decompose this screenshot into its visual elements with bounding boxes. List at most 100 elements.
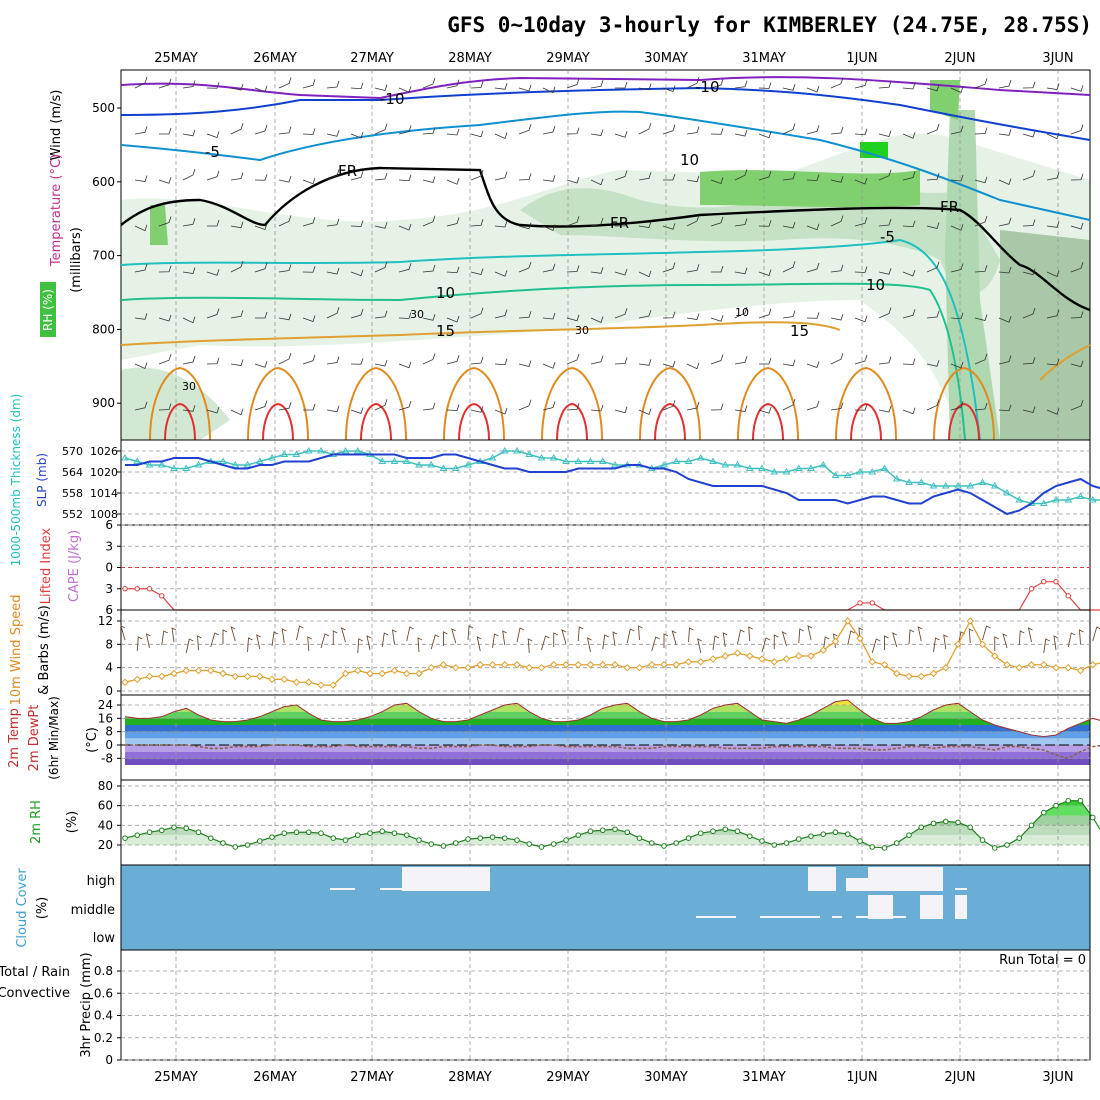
upper-wind-barb — [878, 268, 892, 275]
wind-speed-point — [415, 669, 423, 678]
wind-speed-point — [145, 672, 154, 681]
rh-point — [538, 844, 545, 850]
upper-wind-barb — [998, 217, 1012, 227]
upper-wind-barb — [518, 311, 532, 319]
upper-wind-barb — [638, 172, 652, 181]
upper-wind-barb — [638, 83, 652, 91]
wind-speed-point — [746, 652, 754, 660]
wind-tick: 12 — [98, 614, 113, 628]
upper-wind-barb — [1022, 130, 1036, 138]
upper-wind-barb — [182, 405, 196, 412]
upper-wind-barb — [446, 266, 460, 274]
wind-barb — [196, 635, 202, 651]
upper-wind-barb — [206, 82, 220, 89]
thickness-point — [439, 464, 448, 471]
rh-point — [918, 824, 925, 831]
upper-wind-barb — [614, 406, 628, 414]
upper-wind-barb — [686, 362, 700, 370]
upper-wind-barb — [158, 177, 172, 184]
upper-wind-barb — [974, 353, 988, 365]
wind-tick: 4 — [105, 661, 113, 675]
rh-point — [942, 818, 949, 825]
upper-wind-barb — [950, 125, 964, 135]
wind-speed-point — [1052, 663, 1060, 672]
upper-wind-barb — [830, 353, 844, 365]
isotherm-label: 30 — [410, 308, 424, 321]
rh-point — [403, 832, 410, 838]
upper-wind-barb — [326, 267, 340, 275]
rh-point — [734, 828, 741, 835]
upper-wind-barb — [446, 355, 460, 365]
thickness-point — [721, 461, 730, 468]
upper-wind-barb — [902, 269, 916, 277]
temp-tick: 16 — [98, 711, 113, 725]
wind-barb — [847, 630, 855, 646]
upper-wind-barb — [302, 216, 316, 227]
upper-wind-barb — [350, 308, 364, 319]
upper-wind-barb — [1070, 222, 1084, 230]
wind-barb — [722, 632, 728, 648]
upper-wind-barb — [1022, 81, 1036, 89]
wind-barb — [1043, 638, 1050, 654]
rh-shading-column — [945, 110, 1000, 440]
upper-wind-barb — [422, 127, 436, 135]
upper-wind-barb — [207, 219, 220, 227]
upper-wind-barb — [566, 216, 580, 227]
wind-barb — [320, 633, 330, 649]
upper-wind-barb — [446, 128, 460, 136]
wind-speed-point — [354, 666, 362, 675]
cloud-background — [121, 865, 1090, 950]
upper-wind-barb — [1070, 262, 1084, 273]
millibars-label: (millibars) — [69, 227, 84, 293]
wind-speed-point — [1015, 663, 1023, 672]
thickness-point — [231, 461, 240, 468]
wind-tick: 0 — [105, 684, 113, 698]
wind-speed-point — [280, 675, 288, 684]
li-tick: 0 — [105, 561, 113, 575]
upper-wind-barb — [830, 313, 844, 321]
upper-wind-barb — [1046, 408, 1060, 415]
day-label-bottom: 2JUN — [944, 1070, 975, 1085]
rh-shading-spot — [150, 205, 168, 245]
wind-barb — [502, 630, 507, 646]
day-label-top: 28MAY — [448, 51, 492, 66]
wind-speed-point — [733, 649, 742, 657]
upper-wind-barb — [974, 127, 988, 135]
upper-wind-barb — [711, 265, 724, 273]
day-label-bottom: 26MAY — [253, 1070, 297, 1085]
upper-wind-barb — [974, 402, 988, 411]
wind-speed-point — [917, 672, 925, 681]
upper-wind-barb — [974, 176, 988, 184]
wind-speed-point — [856, 634, 864, 643]
rh-point — [526, 841, 533, 847]
wind-speed-point — [476, 661, 484, 669]
rh-point — [452, 840, 459, 846]
upper-wind-barb — [278, 352, 292, 365]
rh-point — [685, 835, 692, 841]
upper-wind-barb — [1070, 360, 1084, 368]
wind-barb — [982, 625, 991, 641]
day-label-top: 2JUN — [944, 51, 975, 66]
rh-point — [710, 828, 716, 835]
upper-wind-barb — [806, 262, 820, 273]
rh-point — [612, 826, 618, 833]
upper-wind-barb — [398, 312, 412, 319]
thickness-point — [929, 482, 938, 489]
upper-wind-barb — [278, 175, 292, 183]
upper-wind-barb — [758, 407, 772, 414]
upper-wind-barb — [398, 125, 412, 135]
upper-wind-barb — [422, 314, 436, 321]
rh-point — [354, 832, 361, 838]
thickness-point — [905, 478, 913, 485]
upper-wind-barb — [206, 406, 220, 414]
rh-point — [1040, 809, 1047, 816]
wind-barb — [994, 636, 999, 651]
li-tick: 6 — [105, 518, 113, 532]
rh-point — [869, 844, 876, 850]
upper-wind-barb — [734, 80, 748, 89]
wind-barb — [871, 638, 881, 654]
upper-wind-barb — [734, 356, 748, 365]
wind-barb — [712, 635, 720, 651]
wind-speed-point — [782, 655, 791, 663]
